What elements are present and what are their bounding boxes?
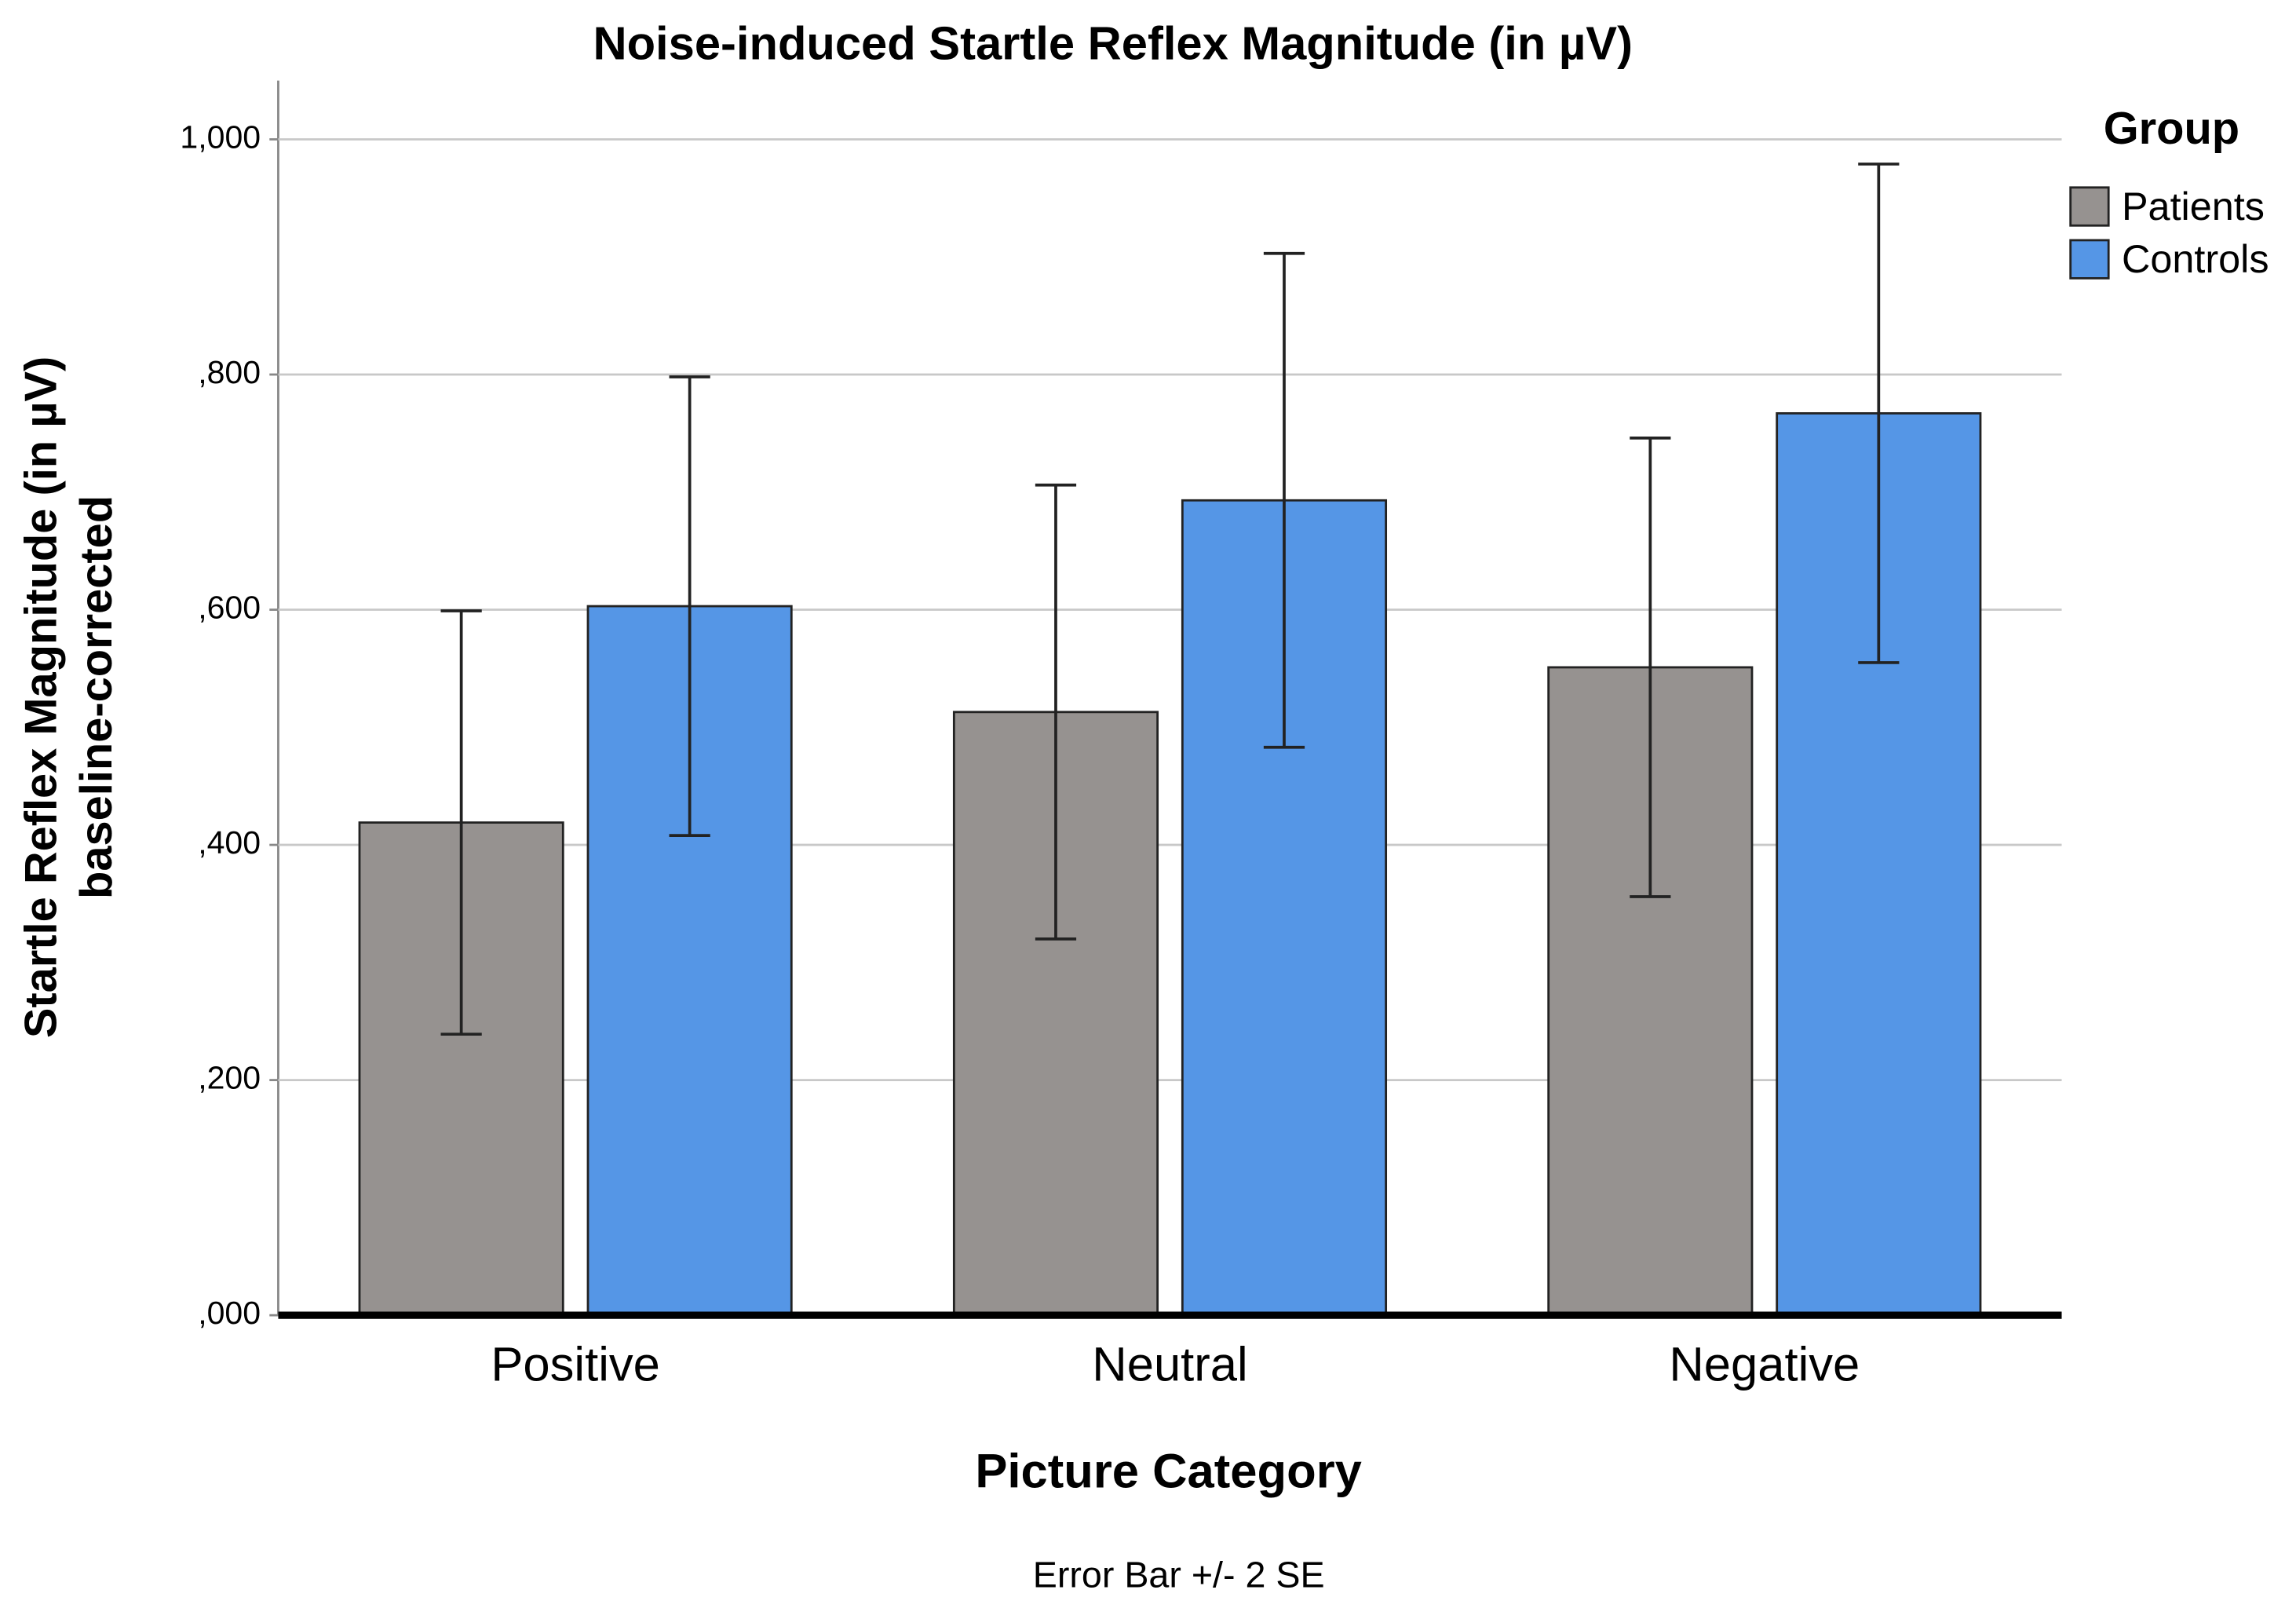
y-tick-label: ,800 [198,354,261,390]
legend-title: Group [2104,104,2239,154]
annotation: Error Bar +/- 2 SE [1033,1554,1325,1595]
y-axis-label-line: baseline-corrected [71,495,122,899]
x-axis-label: Picture Category [975,1445,1362,1499]
error-bar [1858,163,1900,664]
error-bar [669,375,710,837]
legend-swatch [2069,186,2110,227]
x-tick-label: Neutral [1092,1338,1247,1392]
error-bar [1263,251,1305,749]
x-tick-label: Positive [491,1338,660,1392]
y-tick-label: 1,000 [180,119,261,155]
y-axis-label: Startle Reflex Magnitude (in µV) baselin… [16,356,122,1039]
x-tick-label: Negative [1669,1338,1860,1392]
error-bar [1035,483,1077,941]
error-bar [440,609,482,1036]
y-tick-label: ,400 [198,824,261,861]
legend-swatch [2069,239,2110,280]
legend-label: Patients [2122,184,2265,228]
legend-label: Controls [2122,236,2269,281]
chart-title: Noise-induced Startle Reflex Magnitude (… [593,16,1632,69]
error-bar [1630,437,1671,898]
y-tick-label: ,000 [198,1295,261,1331]
y-tick-label: ,200 [198,1059,261,1095]
y-axis-label-line: Startle Reflex Magnitude (in µV) [16,356,66,1039]
y-tick-label: ,600 [198,589,261,625]
